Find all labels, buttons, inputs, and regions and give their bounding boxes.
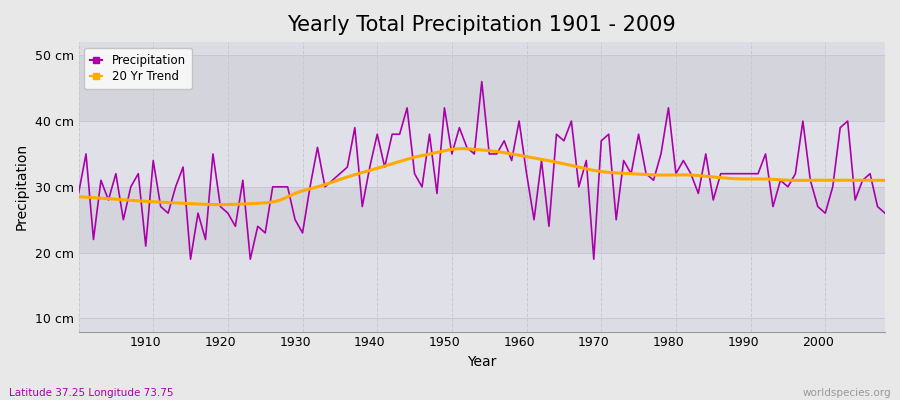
Y-axis label: Precipitation: Precipitation [15,143,29,230]
Text: Latitude 37.25 Longitude 73.75: Latitude 37.25 Longitude 73.75 [9,388,174,398]
Bar [78,55,885,121]
Legend: Precipitation, 20 Yr Trend: Precipitation, 20 Yr Trend [85,48,192,89]
Bar [78,253,885,318]
Title: Yearly Total Precipitation 1901 - 2009: Yearly Total Precipitation 1901 - 2009 [287,15,676,35]
Bar [78,187,885,253]
Bar [78,121,885,187]
Text: worldspecies.org: worldspecies.org [803,388,891,398]
X-axis label: Year: Year [467,355,497,369]
